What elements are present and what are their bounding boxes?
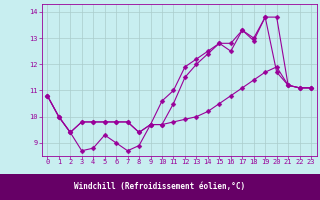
Text: Windchill (Refroidissement éolien,°C): Windchill (Refroidissement éolien,°C) (75, 182, 245, 192)
